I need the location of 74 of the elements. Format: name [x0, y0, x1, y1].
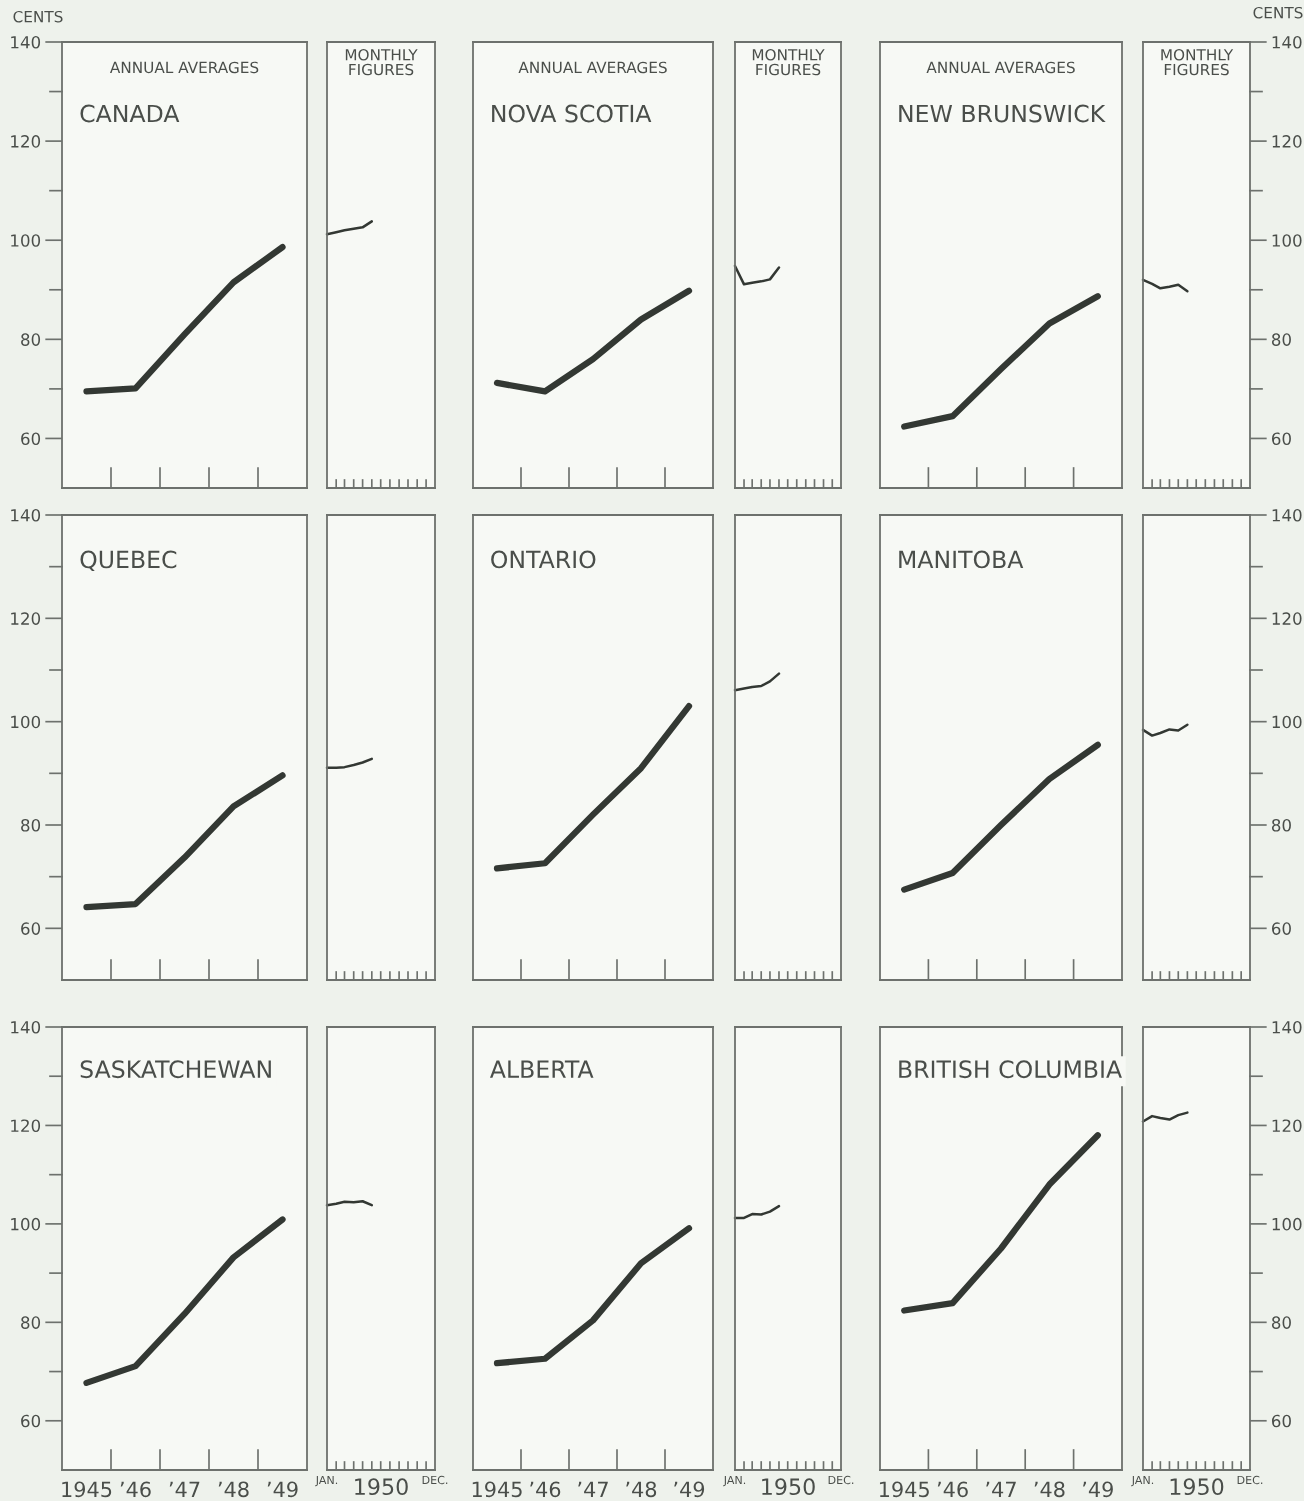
y-tick-label: 120	[11, 1119, 41, 1133]
text: MONTHLY FIGURES	[752, 48, 825, 76]
x-tick-label: JAN.	[723, 1475, 746, 1487]
y-tick-label: 120	[11, 612, 41, 625]
text: MONTHLY FIGURES	[345, 48, 418, 76]
x-axis-title: 1950	[355, 1478, 408, 1496]
x-tick-label: JAN.	[1131, 1475, 1154, 1487]
text: SASKATCHEWAN	[80, 1060, 271, 1079]
x-tick-label: DEC.	[828, 1475, 854, 1485]
x-tick-label: 1945	[879, 1481, 929, 1498]
y2-tick-label: 80	[1271, 1316, 1291, 1329]
text: ALBERTA	[489, 1060, 594, 1078]
x-tick-label: ’46	[120, 1481, 151, 1498]
y-tick-label: 80	[21, 1316, 41, 1329]
y2-tick-label: 140	[1272, 35, 1302, 49]
y2-tick-label: 60	[1272, 1414, 1291, 1428]
y2-tick-label: 100	[1272, 1217, 1302, 1231]
text: MONTHLY FIGURES	[1161, 48, 1234, 76]
x-tick-label: ’46	[530, 1481, 561, 1498]
y2-tick-label: 80	[1271, 818, 1291, 832]
y-tick-label: 140	[11, 1020, 41, 1034]
x-tick-label: JAN.	[315, 1475, 338, 1487]
x-tick-label: DEC.	[1237, 1475, 1263, 1485]
text: ANNUAL AVERAGES	[109, 61, 259, 74]
x-tick-label: ’46	[937, 1481, 968, 1498]
y-axis-title: CENTS	[13, 10, 63, 23]
y2-tick-label: 120	[1272, 1119, 1302, 1133]
y-tick-label: 60	[21, 432, 41, 446]
x-axis-title: 1950	[1170, 1478, 1224, 1496]
y-tick-label: 140	[11, 35, 41, 49]
x-tick-label: DEC.	[422, 1475, 448, 1485]
x-tick-label: 1945	[472, 1481, 522, 1498]
x-tick-label: ’49	[674, 1481, 705, 1498]
y2-axis-title: CENTS	[1253, 6, 1303, 19]
x-tick-label: ’47	[578, 1481, 608, 1497]
y2-tick-label: 60	[1272, 432, 1291, 446]
text: ONTARIO	[491, 550, 596, 569]
x-tick-label: ’49	[1083, 1481, 1113, 1498]
y2-tick-label: 120	[1272, 612, 1302, 625]
y-tick-label: 80	[21, 818, 41, 832]
text: NOVA SCOTIA	[492, 104, 652, 123]
text: ANNUAL AVERAGES	[926, 61, 1075, 74]
line-series	[1141, 1111, 1189, 1123]
y2-tick-label: 100	[1272, 234, 1302, 247]
line-series	[1141, 278, 1189, 293]
y-tick-label: 100	[11, 715, 41, 729]
y2-tick-label: 100	[1272, 715, 1302, 729]
y-tick-label: 120	[11, 135, 41, 148]
x-tick-label: ’48	[626, 1481, 657, 1498]
x-tick-label: ’47	[169, 1481, 200, 1497]
y-tick-label: 60	[21, 922, 41, 935]
text: CANADA	[80, 104, 180, 123]
y-tick-label: 140	[11, 508, 41, 522]
y2-tick-label: 140	[1272, 508, 1302, 522]
x-tick-label: ’49	[267, 1481, 298, 1498]
y-tick-label: 100	[11, 1217, 41, 1231]
text: ANNUAL AVERAGES	[518, 61, 667, 74]
y-tick-label: 80	[21, 333, 41, 346]
text: QUEBEC	[80, 550, 177, 572]
x-tick-label: ’48	[218, 1481, 249, 1498]
y2-tick-label: 80	[1271, 333, 1291, 346]
x-tick-label: ’47	[986, 1481, 1016, 1497]
x-tick-label: ’48	[1034, 1481, 1065, 1498]
y-tick-label: 60	[21, 1414, 41, 1428]
y2-tick-label: 60	[1272, 922, 1291, 935]
x-tick-label: 1945	[62, 1481, 112, 1498]
y2-tick-label: 140	[1272, 1020, 1302, 1034]
text: NEW BRUNSWICK	[899, 104, 1106, 123]
x-axis-title: 1950	[762, 1478, 815, 1496]
line-series	[1141, 723, 1189, 737]
text: MANITOBA	[899, 550, 1024, 569]
y2-tick-label: 120	[1272, 135, 1302, 148]
y-tick-label: 100	[11, 234, 41, 247]
text: BRITISH COLUMBIA	[899, 1060, 1122, 1079]
